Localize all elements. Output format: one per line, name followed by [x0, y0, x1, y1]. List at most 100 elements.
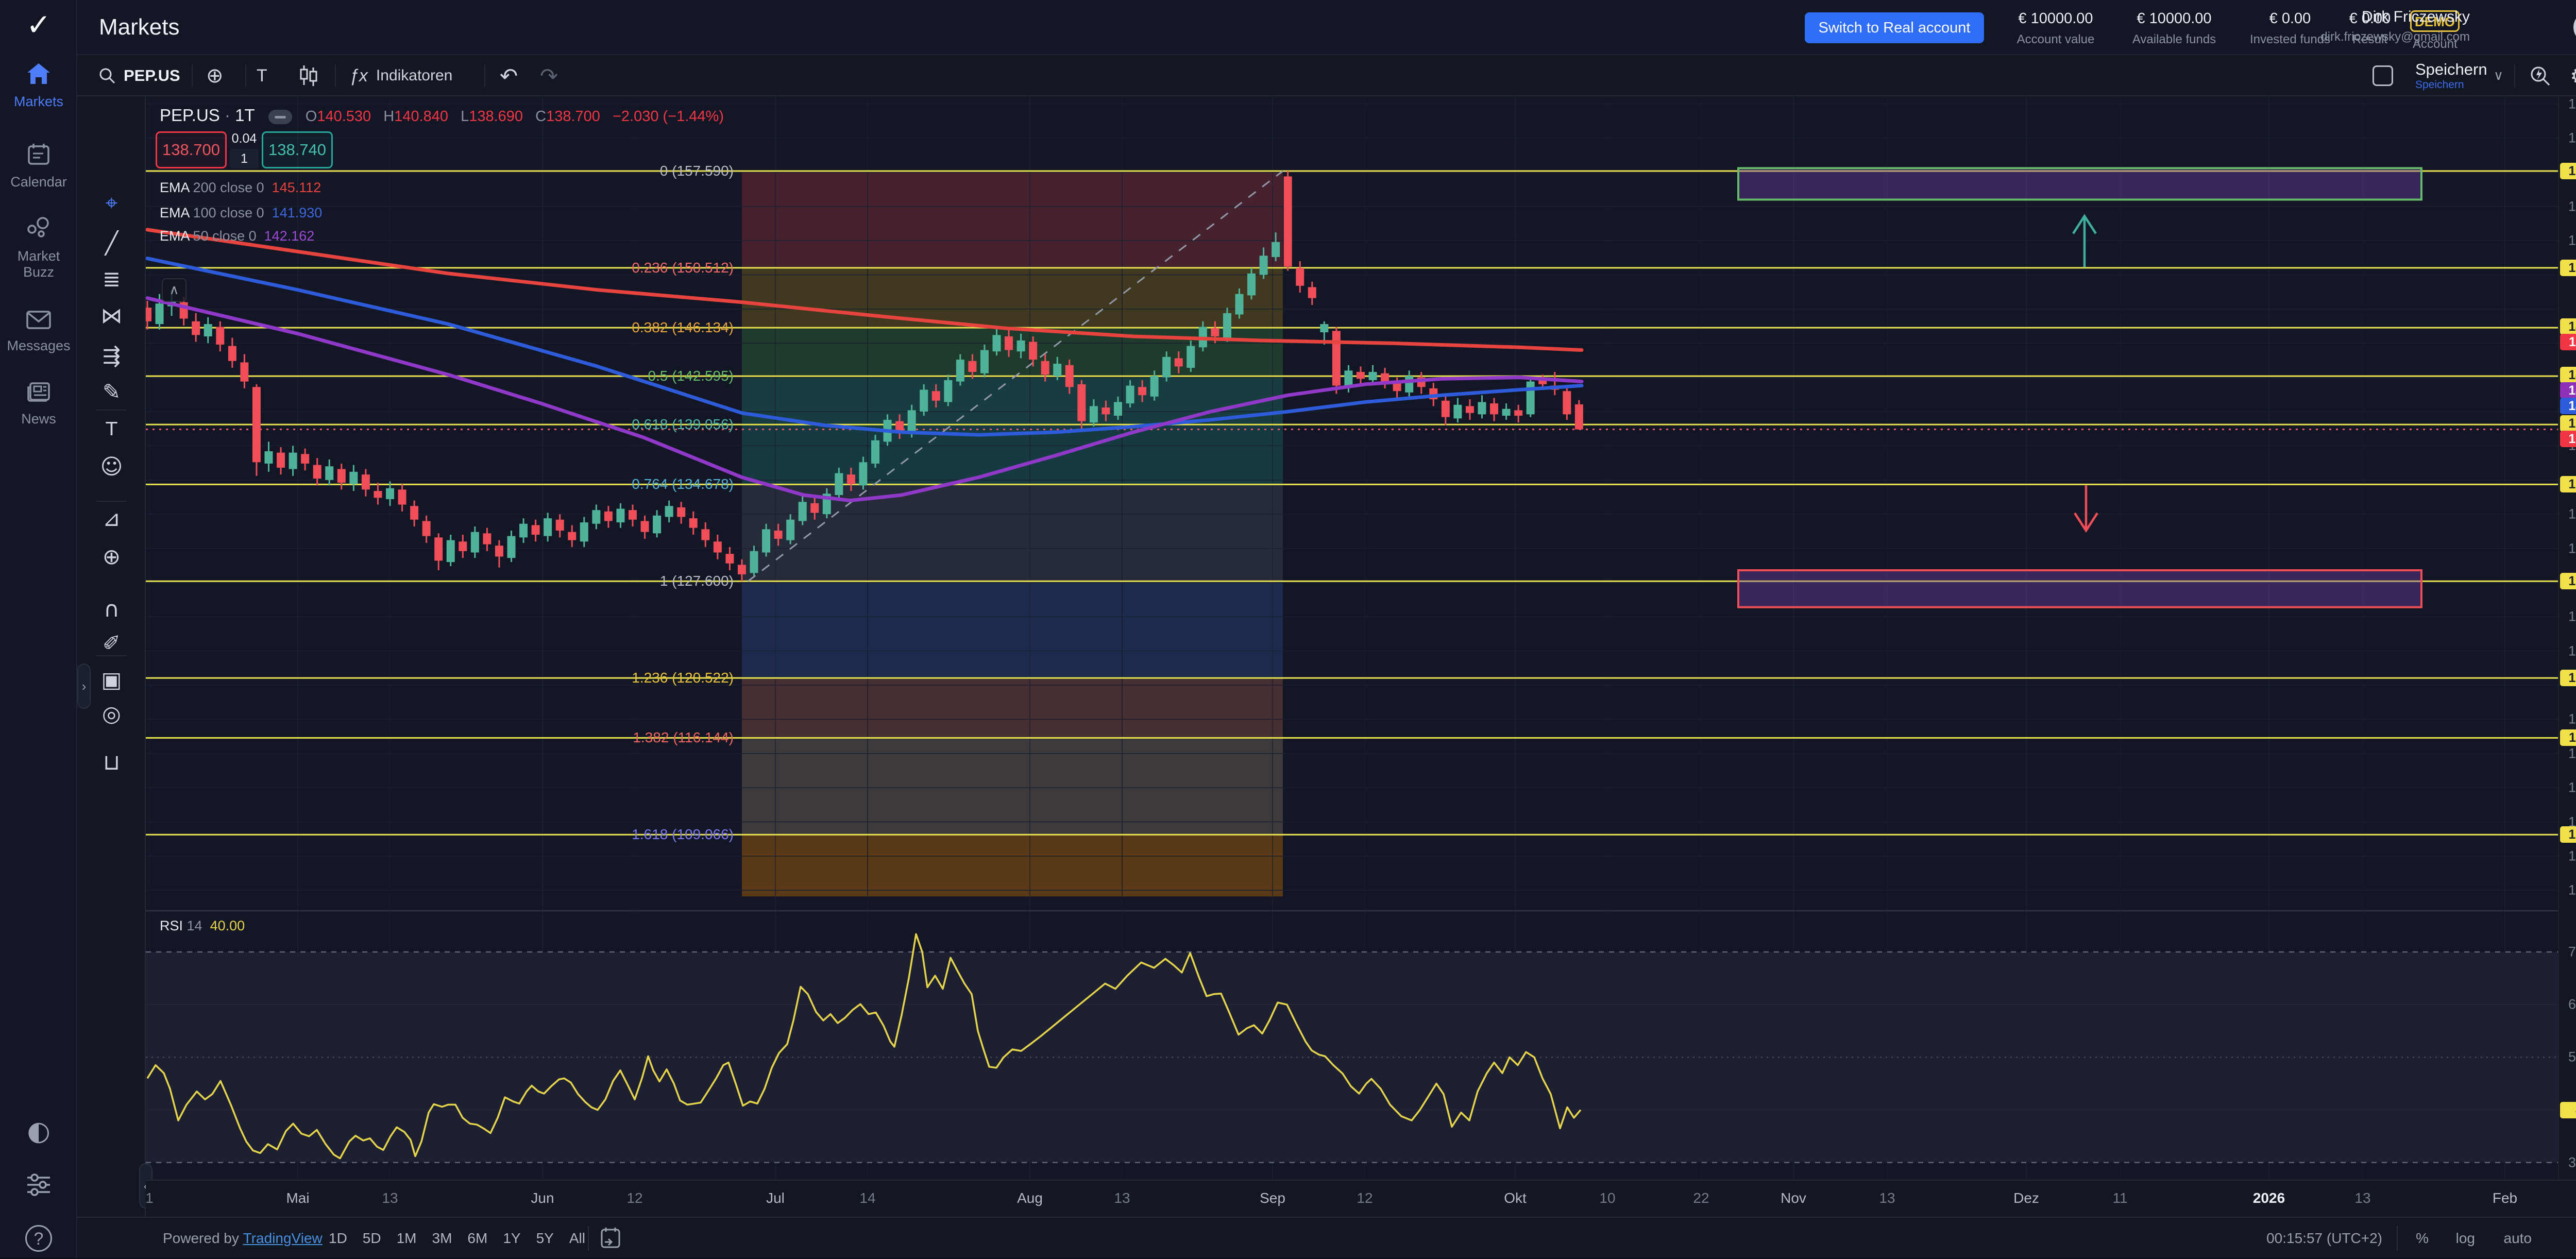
drawn-zone-box-1[interactable] — [1737, 167, 2422, 201]
sidebar-item-messages[interactable]: Messages — [0, 308, 77, 354]
spread-value: 0.04 — [231, 131, 257, 146]
redo-button[interactable]: ↷ — [540, 55, 558, 96]
candle-body — [313, 465, 321, 479]
clock[interactable]: 00:15:57 (UTC+2) — [2266, 1230, 2382, 1246]
range-button-1d[interactable]: 1D — [329, 1230, 347, 1246]
fib-band — [742, 835, 1283, 897]
indicator-row-ema-200[interactable]: EMA 200 close 0 145.112 — [160, 180, 321, 195]
tool-lock-drawing[interactable]: ✐ — [77, 631, 146, 656]
price-badge: 134.678 — [2560, 476, 2576, 492]
ema-line-ema-100[interactable] — [146, 257, 1584, 437]
range-button-1m[interactable]: 1M — [396, 1230, 417, 1246]
candle-body — [204, 324, 212, 336]
price-tick-label: 152.500 — [2568, 232, 2576, 248]
range-button-1y[interactable]: 1Y — [503, 1230, 521, 1246]
tool-parallel-channel[interactable]: ⇶ — [77, 343, 146, 368]
buy-button[interactable]: 138.740 — [262, 131, 333, 168]
sidebar-item-markets[interactable]: Markets — [0, 62, 77, 110]
drawn-arrow-up[interactable] — [2072, 214, 2097, 267]
parallel-channel-icon: ⇶ — [102, 343, 121, 368]
candle-body — [349, 471, 358, 484]
price-axis[interactable]: 162.500160.000155.000152.500137.500132.5… — [2558, 96, 2576, 1180]
drawn-arrow-down[interactable] — [2074, 485, 2098, 533]
time-tick-label: Sep — [1260, 1190, 1285, 1206]
sidebar-item-news[interactable]: News — [0, 380, 77, 427]
range-button-3m[interactable]: 3M — [432, 1230, 452, 1246]
tool-brush[interactable]: ✎ — [77, 379, 146, 404]
toolbar-collapse-handle[interactable]: › — [77, 663, 91, 709]
chart-settings-button[interactable]: ⚙ — [2570, 55, 2576, 96]
indicator-row-ema-100[interactable]: EMA 100 close 0 141.930 — [160, 205, 323, 220]
fib-level-label-0.236: 0.236 (150.512) — [632, 259, 734, 276]
ema-line-ema-200[interactable] — [146, 228, 1584, 352]
emoji-icon: ☺ — [100, 454, 123, 479]
quantity-value[interactable]: 1 — [230, 149, 259, 168]
lock-drawing-icon: ✐ — [102, 631, 121, 656]
brush-icon: ✎ — [102, 379, 121, 404]
search-icon — [99, 68, 115, 84]
save-button[interactable]: Speichern Speichern — [2415, 55, 2487, 96]
tool-crosshair[interactable]: ⌖ — [77, 190, 146, 216]
tool-text-tool[interactable]: T — [77, 415, 146, 440]
candle-body — [1538, 380, 1547, 384]
tool-remove-drawings[interactable]: ⊔ — [77, 750, 146, 775]
switch-to-real-account-button[interactable]: Switch to Real account — [1805, 12, 1984, 43]
range-button-5y[interactable]: 5Y — [536, 1230, 554, 1246]
auto-scale-toggle[interactable]: auto — [2503, 1230, 2532, 1246]
preferences-button[interactable] — [0, 1170, 77, 1202]
rsi-line[interactable] — [146, 933, 1582, 1160]
time-axis[interactable]: 1 Mai 13 Jun 12 Jul 14 Aug 13 Sep 12 Okt 10 22 Nov 13 De… — [145, 1180, 2576, 1217]
candle-body — [1514, 410, 1523, 416]
range-button-all[interactable]: All — [569, 1230, 585, 1246]
chart-style-button[interactable] — [298, 55, 318, 96]
tool-xabcd-pattern[interactable]: ⋈ — [77, 303, 146, 328]
layout-checkbox[interactable] — [2372, 55, 2393, 96]
indicators-button[interactable]: ƒx Indikatoren — [349, 55, 452, 96]
legend-more-pill[interactable] — [268, 110, 292, 125]
ema-line-ema-50[interactable] — [146, 296, 1584, 503]
chart-canvas[interactable] — [146, 96, 2558, 1180]
range-button-6m[interactable]: 6M — [467, 1230, 488, 1246]
percent-scale-toggle[interactable]: % — [2416, 1230, 2429, 1246]
rsi-legend[interactable]: RSI 14 40.00 — [160, 918, 245, 933]
theme-contrast-button[interactable]: ◐ — [0, 1116, 77, 1147]
undo-button[interactable]: ↶ — [500, 55, 518, 96]
log-scale-toggle[interactable]: log — [2455, 1230, 2475, 1246]
add-symbol-button[interactable]: ⊕ — [206, 55, 224, 96]
legend-collapse-button[interactable]: ∧ — [162, 278, 187, 302]
range-button-5d[interactable]: 5D — [362, 1230, 381, 1246]
tradingview-link[interactable]: TradingView — [243, 1230, 323, 1246]
candle-body — [470, 532, 479, 553]
price-tick-label: 107.500 — [2568, 848, 2576, 864]
fib-trendline[interactable] — [748, 170, 1283, 582]
interval-button[interactable]: T — [257, 55, 267, 96]
help-button[interactable]: ? — [0, 1225, 77, 1252]
sidebar-item-calendar[interactable]: Calendar — [0, 142, 77, 190]
avatar[interactable] — [2573, 11, 2576, 43]
time-tick-label: 13 — [2354, 1190, 2371, 1206]
indicator-row-ema-50[interactable]: EMA 50 close 0 142.162 — [160, 228, 315, 244]
save-menu-chevron[interactable]: ∨ — [2494, 55, 2503, 96]
indicators-label: Indikatoren — [376, 67, 453, 84]
tool-zoom-in[interactable]: ⊕ — [77, 544, 146, 569]
candle-body — [1563, 391, 1571, 415]
rsi-tick-label: 70.00 — [2568, 944, 2576, 960]
tool-trend-line[interactable]: ╱ — [77, 230, 146, 256]
tool-measure-ruler[interactable]: ⊿ — [77, 506, 146, 531]
candle-body — [1053, 364, 1062, 376]
candle-body — [786, 519, 795, 540]
symbol-search[interactable]: PEP.US — [98, 55, 180, 96]
chart-legend[interactable]: PEP.US · 1T O140.530 H140.840 L138.690 C… — [160, 106, 724, 125]
candle-body — [1174, 358, 1183, 367]
tool-magnet[interactable]: ∩ — [77, 597, 146, 622]
tool-hide-drawings[interactable]: ◎ — [77, 701, 146, 726]
checkbox-icon — [2372, 65, 2393, 86]
drawn-zone-box-2[interactable] — [1737, 569, 2422, 608]
tool-lock-all[interactable]: ▣ — [77, 667, 146, 692]
goto-date-button[interactable] — [599, 1218, 621, 1259]
quick-search-button[interactable] — [2529, 55, 2551, 96]
sidebar-item-market-buzz[interactable]: Market Buzz — [0, 216, 77, 280]
sell-button[interactable]: 138.700 — [156, 131, 227, 168]
tool-emoji[interactable]: ☺ — [77, 454, 146, 479]
tool-fib-retracement[interactable]: ≣ — [77, 266, 146, 292]
